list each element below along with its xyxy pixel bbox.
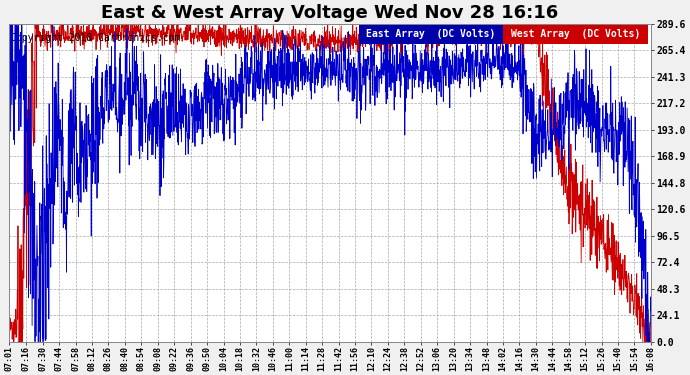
FancyBboxPatch shape	[503, 24, 648, 44]
Title: East & West Array Voltage Wed Nov 28 16:16: East & West Array Voltage Wed Nov 28 16:…	[101, 4, 558, 22]
Text: Copyright 2018 Cartronics.com: Copyright 2018 Cartronics.com	[10, 33, 180, 43]
Text: East Array  (DC Volts): East Array (DC Volts)	[366, 29, 495, 39]
Text: West Array  (DC Volts): West Array (DC Volts)	[511, 29, 640, 39]
FancyBboxPatch shape	[359, 24, 503, 44]
